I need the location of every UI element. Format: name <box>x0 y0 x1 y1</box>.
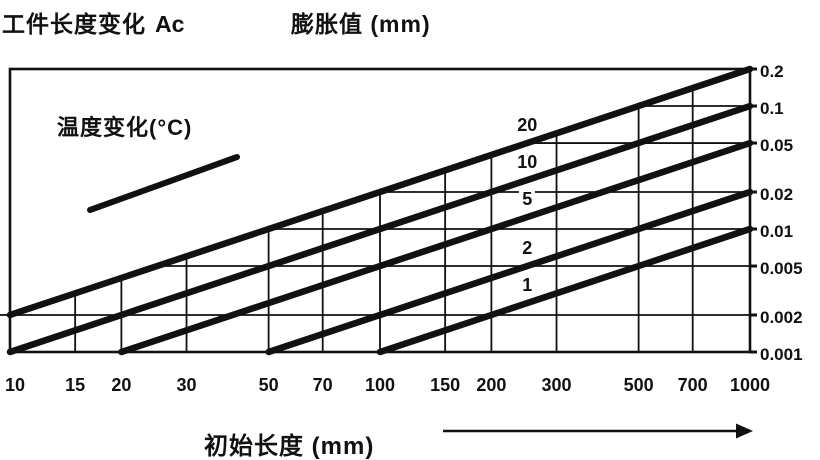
series-line-2c <box>265 188 754 356</box>
series-label-2c: 2 <box>519 238 536 259</box>
x-tick-label-70: 70 <box>312 375 333 395</box>
x-tick-label-700: 700 <box>677 375 708 395</box>
x-tick-label-10: 10 <box>4 375 26 395</box>
series-line-1c <box>376 225 754 356</box>
legend-line <box>87 154 240 213</box>
grid-mesh <box>10 69 750 352</box>
x-tick-label-200: 200 <box>476 375 507 395</box>
series-label-1c: 1 <box>519 275 536 296</box>
y-tick-label-0.1: 0.1 <box>760 99 784 119</box>
x-tick-label-20: 20 <box>111 375 132 395</box>
x-tick-label-100: 100 <box>364 375 396 395</box>
x-axis-title: 初始长度 (mm) <box>204 426 374 460</box>
y-tick-label-0.05: 0.05 <box>760 136 794 156</box>
x-tick-label-500: 500 <box>623 375 654 395</box>
x-tick-label-50: 50 <box>258 375 279 395</box>
y-tick-label-0.02: 0.02 <box>760 184 794 204</box>
y-tick-label-0.01: 0.01 <box>760 222 794 241</box>
x-tick-label-150: 150 <box>430 375 461 395</box>
chart-title-left: 工件长度变化 Ac <box>2 5 184 39</box>
y-axis-title: 膨胀值 (mm) <box>291 11 431 37</box>
chart-title-symbol: Ac <box>155 11 185 37</box>
y-tick-label-0.2: 0.2 <box>760 62 784 81</box>
series-label-5c: 5 <box>519 189 536 210</box>
series-line-10c <box>6 102 754 356</box>
legend-title-text: 温度变化(°C) <box>57 115 193 140</box>
x-tick-label-30: 30 <box>176 375 197 395</box>
y-tick-label-0.001: 0.001 <box>760 345 803 364</box>
series-label-20c: 20 <box>514 115 541 136</box>
y-tick-label-0.005: 0.005 <box>760 259 803 279</box>
x-axis-title-text: 初始长度 (mm) <box>204 433 375 460</box>
x-tick-label-15: 15 <box>65 375 86 395</box>
x-tick-label-300: 300 <box>541 375 572 395</box>
legend-title: 温度变化(°C) <box>57 110 192 142</box>
x-axis-arrow-icon <box>443 423 753 439</box>
chart-title-right: 膨胀值 (mm) <box>291 5 431 39</box>
series-line-5c <box>118 139 754 356</box>
chart-title-left-text: 工件长度变化 <box>2 11 146 37</box>
x-tick-label-1000: 1000 <box>729 375 771 395</box>
y-tick-label-0.002: 0.002 <box>760 307 803 327</box>
series-label-10c: 10 <box>514 152 541 173</box>
series-line-20c <box>6 65 754 319</box>
